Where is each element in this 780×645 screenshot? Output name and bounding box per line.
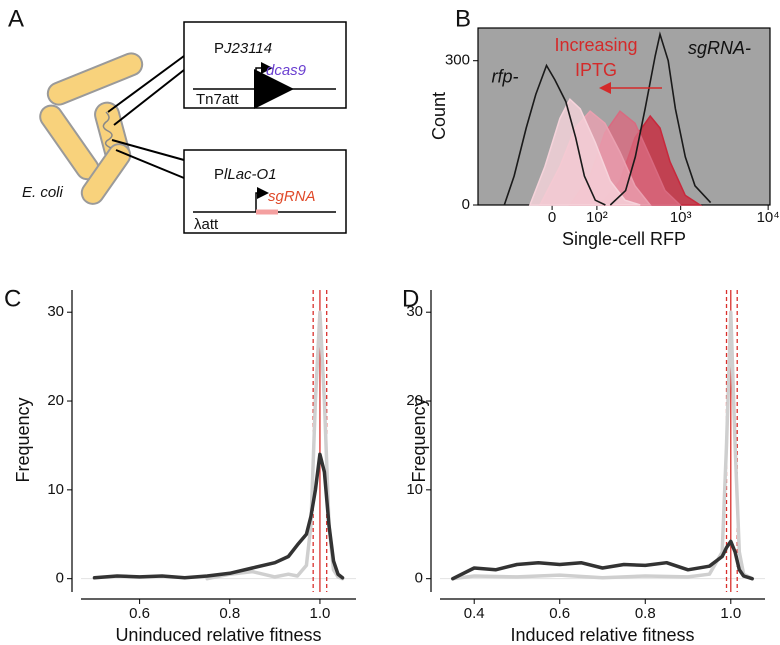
line-series — [205, 310, 345, 581]
gene: dcas9 — [266, 62, 307, 79]
callout-lines — [107, 55, 185, 179]
y-tick-label: 20 — [47, 392, 64, 409]
line-series — [92, 452, 345, 580]
x-tick-label: 10³ — [670, 209, 692, 226]
y-tick-label: 10 — [406, 481, 423, 498]
x-tick-label: 0.8 — [219, 605, 240, 622]
promoter: PlLac-O1 — [214, 166, 277, 183]
x-tick-label: 0.6 — [549, 605, 570, 622]
annotation: Increasing — [554, 35, 637, 55]
x-axis-label: Induced relative fitness — [510, 625, 694, 645]
series-annotation: sgRNA- — [688, 38, 751, 58]
series-annotation: rfp- — [492, 66, 519, 86]
line-series — [451, 539, 754, 581]
cells — [39, 52, 144, 205]
y-tick-label: 30 — [406, 303, 423, 320]
histogram-outline — [609, 31, 712, 206]
histogram-area — [528, 97, 641, 206]
y-axis-label: Count — [429, 92, 449, 140]
x-tick-label: 1.0 — [310, 605, 331, 622]
site: Tn7att — [196, 91, 239, 108]
x-tick-label: 0 — [548, 209, 556, 226]
promoter: PJ23114 — [214, 40, 272, 57]
y-tick-label: 20 — [406, 392, 423, 409]
y-tick-label: 0 — [56, 570, 64, 587]
x-tick-label: 10² — [586, 209, 608, 226]
line-series — [451, 310, 754, 581]
x-tick-label: 0.8 — [635, 605, 656, 622]
x-tick-label: 1.0 — [720, 605, 741, 622]
y-axis-label: Frequency — [409, 397, 429, 482]
x-axis-label: Uninduced relative fitness — [115, 625, 321, 645]
x-tick-label: 0.4 — [464, 605, 485, 622]
annotation: IPTG — [575, 60, 617, 80]
y-tick-label: 300 — [445, 52, 470, 69]
x-axis-label: Single-cell RFP — [562, 229, 686, 249]
panel-label: D — [402, 285, 419, 312]
panel-label: A — [8, 5, 24, 32]
panel-label: B — [455, 5, 471, 32]
x-tick-label: 10⁴ — [757, 209, 780, 226]
panel-label: C — [4, 285, 21, 312]
organism: E. coli — [22, 184, 64, 201]
y-axis-label: Frequency — [13, 397, 33, 482]
site: λatt — [194, 216, 219, 233]
gene: sgRNA — [268, 188, 316, 205]
y-tick-label: 10 — [47, 481, 64, 498]
y-tick-label: 30 — [47, 303, 64, 320]
histogram-outline — [503, 63, 606, 206]
y-tick-label: 0 — [415, 570, 423, 587]
y-tick-label: 0 — [462, 196, 470, 213]
x-tick-label: 0.6 — [129, 605, 150, 622]
